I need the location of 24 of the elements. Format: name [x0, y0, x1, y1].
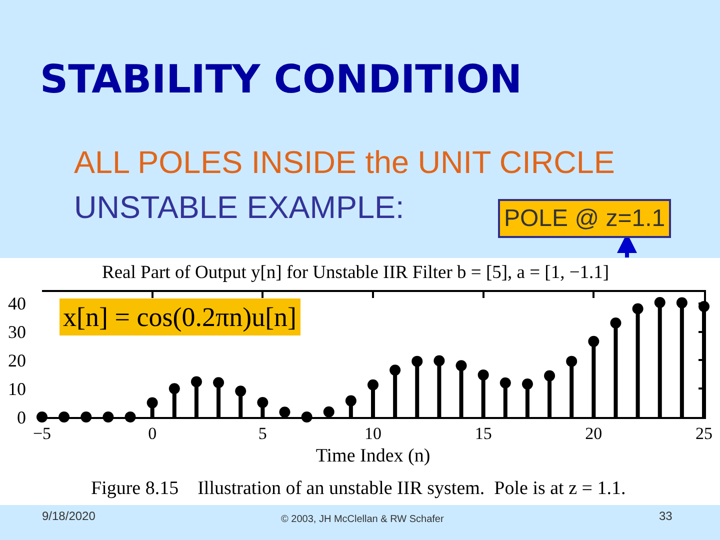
y-tick-label: 30	[8, 322, 26, 342]
x-tick-label: 10	[364, 424, 382, 444]
text: ALL POLES INSIDE the UNIT CIRCLE	[74, 144, 615, 180]
y-tick-label: 10	[8, 378, 26, 399]
y-tick-label: 40	[8, 294, 26, 314]
x-tick-label: 20	[585, 424, 602, 444]
chart-subtitle: Real Part of Output y[n] for Unstable IIR Filter b = [5], a = [1, −1.1]	[102, 263, 610, 283]
text: POLE @ z=1.1	[504, 205, 666, 232]
text: 33	[659, 509, 673, 523]
point	[36, 412, 48, 422]
caption: Figure 8.15 Illustration of an unstable IIR system. Pole is at z = 1.1.	[91, 478, 626, 499]
x-tick-label: −5	[32, 424, 52, 444]
x-tick-label: 25	[696, 424, 712, 444]
text: © 2003, JH McClellan & RW Schafer	[281, 514, 444, 525]
text: 9/18/2020	[42, 509, 96, 523]
x-axis-title: Time Index (n)	[316, 445, 430, 466]
annotation: x[n] = cos(0.2πn)u[n]	[63, 302, 297, 332]
text: UNSTABLE EXAMPLE:	[74, 189, 404, 225]
x-tick-label: 5	[258, 424, 267, 444]
x-tick-label: 15	[474, 424, 492, 444]
y-tick-label: 0	[17, 407, 26, 428]
chart-title: STABILITY CONDITION	[40, 58, 522, 103]
x-tick-label: 0	[148, 424, 157, 444]
y-tick-label: 20	[8, 350, 26, 370]
